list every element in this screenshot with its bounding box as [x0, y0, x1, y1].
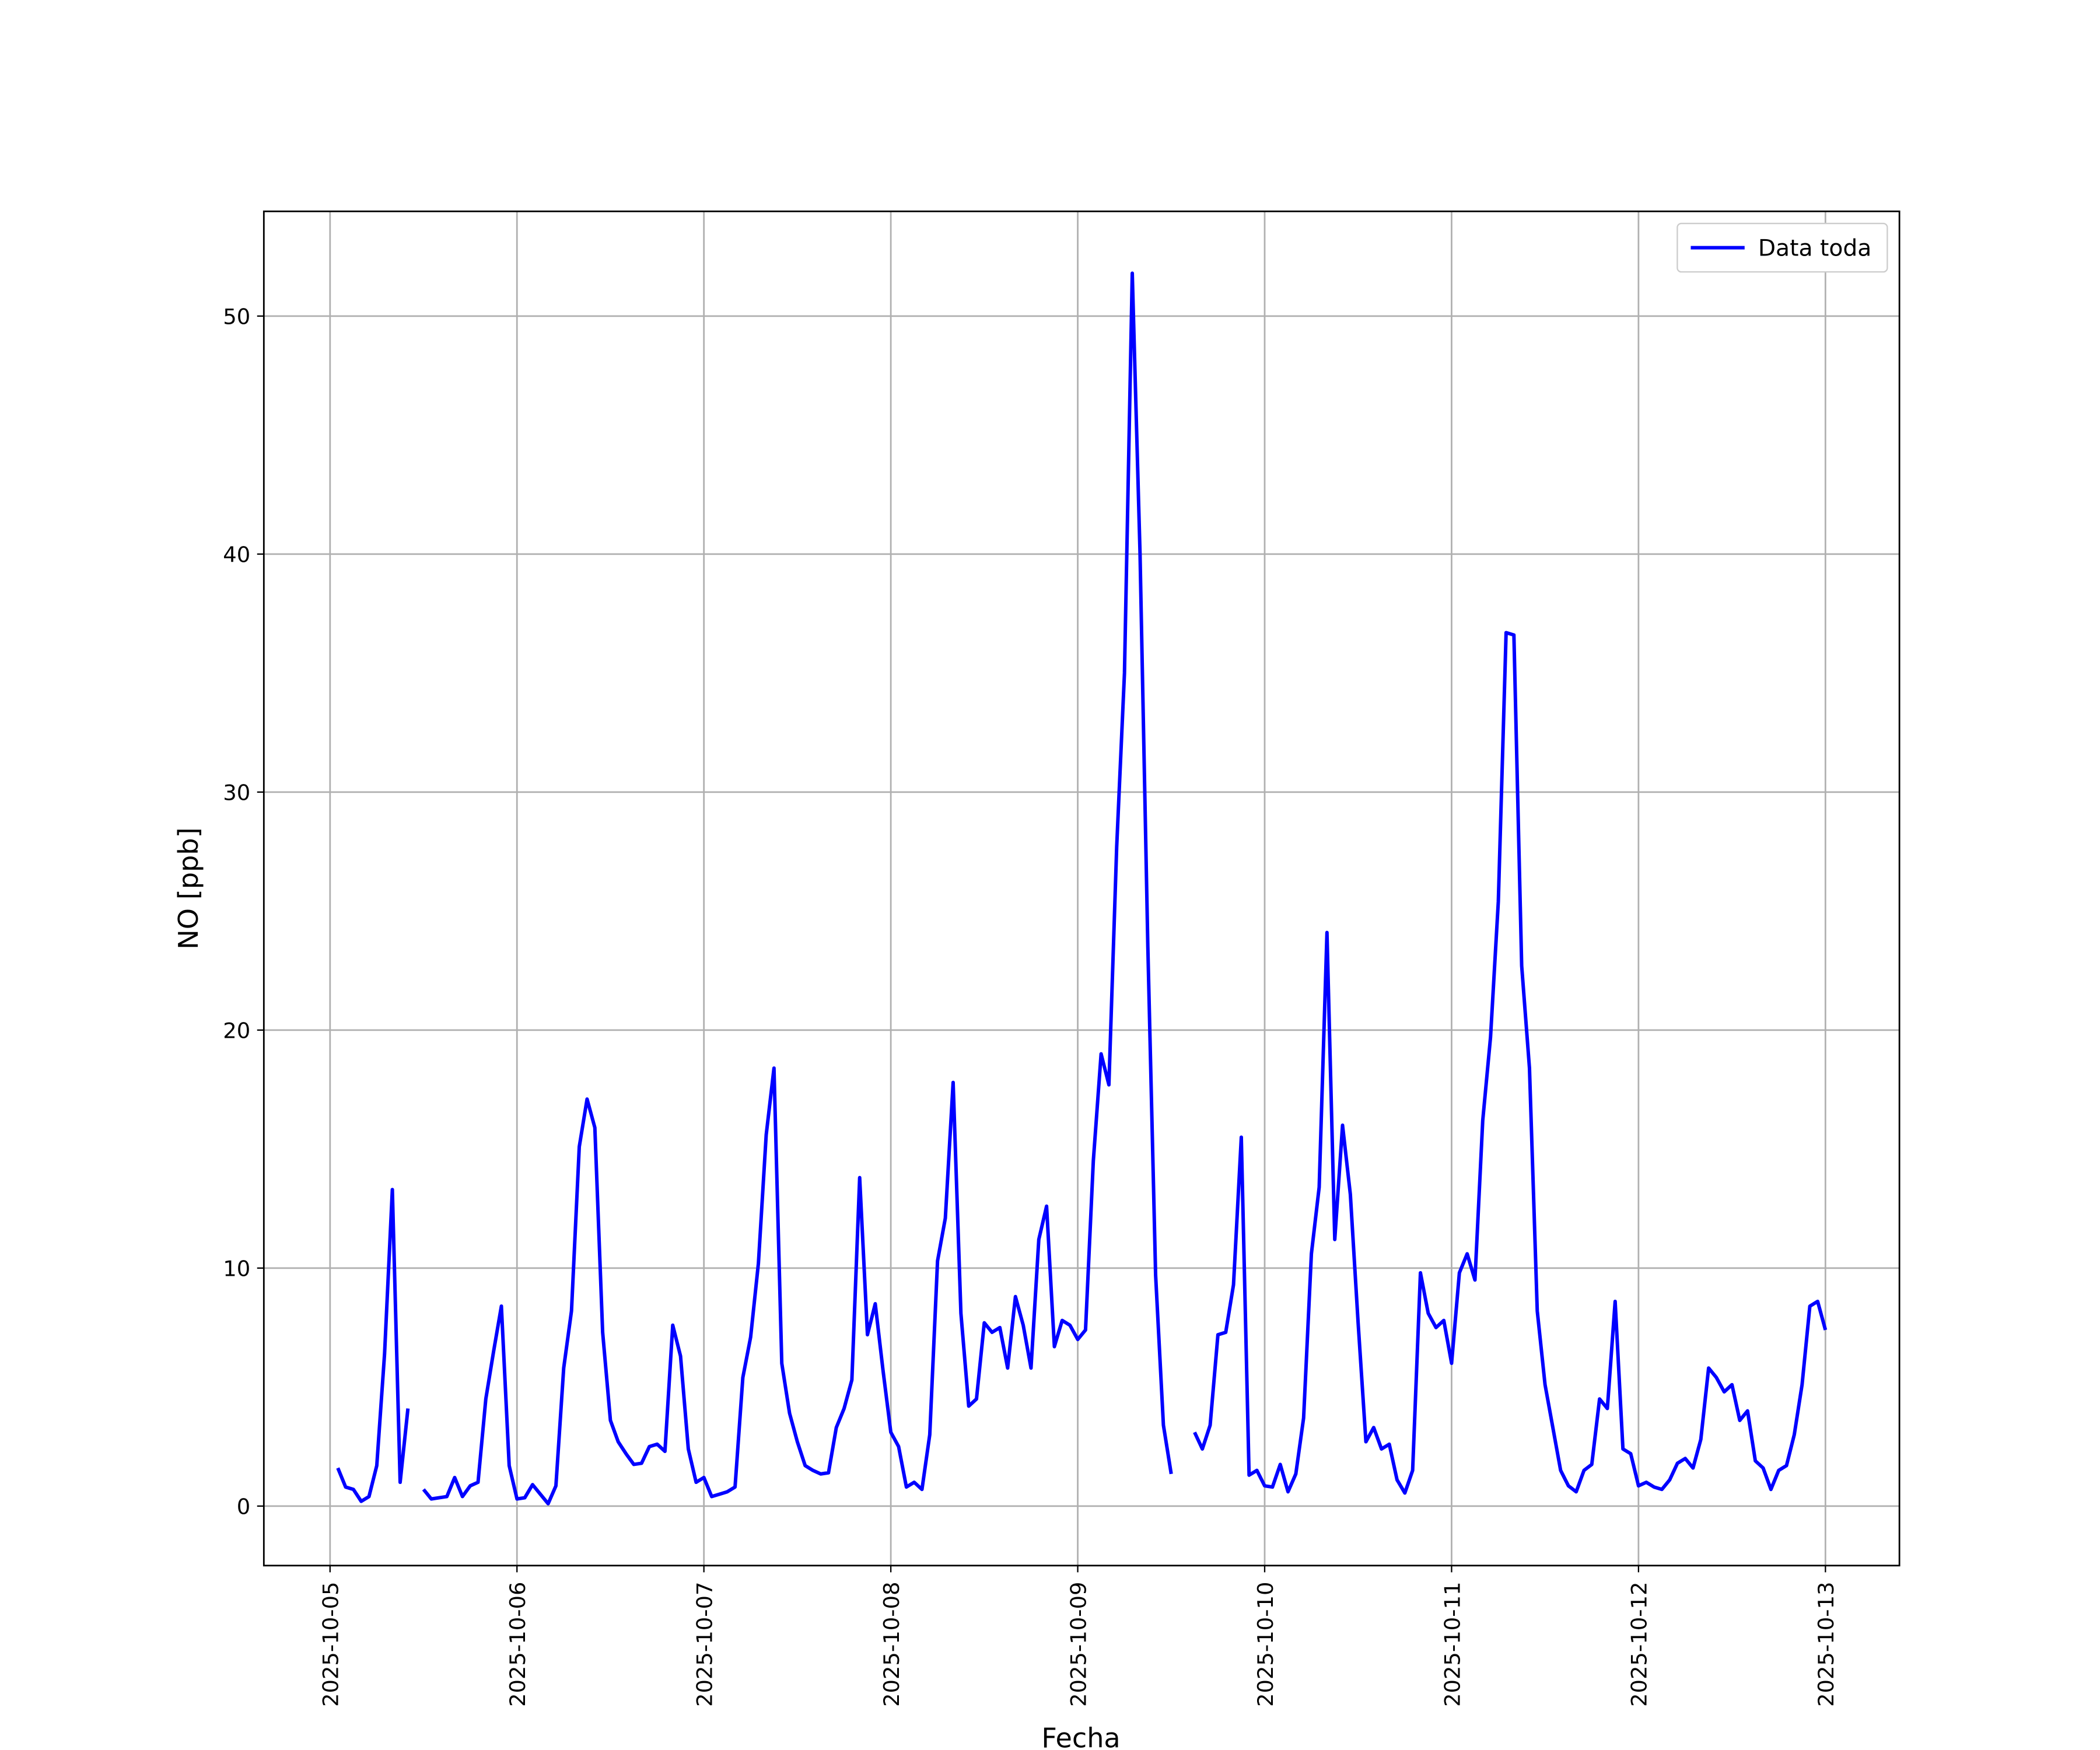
- y-tick-label: 0: [237, 1494, 250, 1520]
- y-tick-label: 20: [223, 1019, 250, 1044]
- x-tick-label: 2025-10-12: [1627, 1582, 1652, 1707]
- y-tick-label: 50: [223, 304, 250, 330]
- data-line: [336, 271, 1828, 1506]
- x-tick-label: 2025-10-09: [1066, 1582, 1091, 1707]
- legend-label: Data toda: [1758, 235, 1871, 261]
- legend-box: [1676, 222, 1888, 273]
- legend: Data toda: [1676, 222, 1888, 273]
- axes-frame: [262, 210, 1901, 1567]
- y-tick-label: 10: [223, 1256, 250, 1282]
- x-tick-label: 2025-10-06: [505, 1582, 530, 1707]
- x-tick-label: 2025-10-07: [692, 1582, 718, 1707]
- ticks: 0 10 20 30 40 50 2025-10-05 2025-10-06 2025-10-0…: [223, 304, 1839, 1707]
- x-tick-label: 2025-10-08: [879, 1582, 904, 1707]
- x-tick-label: 2025-10-13: [1814, 1582, 1839, 1707]
- x-tick-label: 2025-10-05: [318, 1582, 344, 1707]
- y-tick-label: 40: [223, 542, 250, 568]
- x-axis-label: Fecha: [1041, 1722, 1120, 1750]
- plot-area: [336, 271, 1828, 1506]
- y-axis-label: NO [ppb]: [173, 827, 204, 949]
- x-tick-label: 2025-10-10: [1253, 1582, 1278, 1707]
- x-tick-label: 2025-10-11: [1440, 1582, 1465, 1707]
- y-tick-label: 30: [223, 780, 250, 806]
